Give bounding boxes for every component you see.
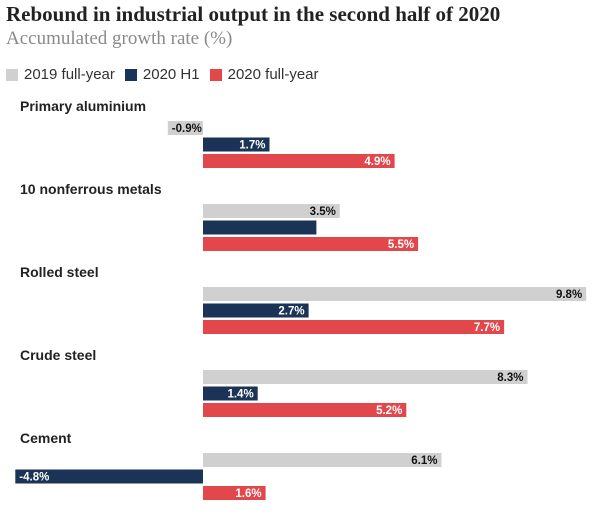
chart-title: Rebound in industrial output in the seco…	[6, 2, 501, 26]
bar-rolled-steel-2019-full-year	[203, 287, 587, 301]
category-label-cement: Cement	[20, 430, 72, 446]
data-label-crude-steel-2020-h1: 1.4%	[227, 388, 253, 400]
legend-item-2020-h1: 2020 H1	[124, 66, 200, 83]
legend-swatch-2020-full	[209, 68, 222, 81]
bar-cement-2020-full-year	[203, 486, 266, 500]
data-label-crude-steel-2019-full-year: 8.3%	[497, 372, 523, 384]
data-label-crude-steel-2020-full-year: 5.2%	[376, 405, 402, 417]
chart-subtitle: Accumulated growth rate (%)	[6, 28, 233, 49]
bar-cement-2020-h1	[15, 469, 203, 484]
category-label-crude-steel: Crude steel	[20, 347, 96, 363]
bar-crude-steel-2020-full-year	[203, 403, 407, 417]
data-label-cement-2019-full-year: 6.1%	[411, 455, 437, 467]
data-label-primary-aluminium-2019-full-year: -0.9%	[172, 123, 202, 135]
bar-primary-aluminium-2020-h1	[203, 137, 270, 152]
data-label-rolled-steel-2020-full-year: 7.7%	[474, 322, 500, 334]
legend-swatch-2019	[6, 68, 18, 81]
data-label-10-nonferrous-metals-2020-full-year: 5.5%	[388, 239, 414, 251]
bar-primary-aluminium-2019-full-year	[167, 121, 203, 135]
data-label-primary-aluminium-2020-full-year: 4.9%	[364, 156, 390, 168]
category-label-rolled-steel: Rolled steel	[20, 264, 99, 280]
legend-label-2020-full: 2020 full-year	[227, 66, 319, 83]
bar-crude-steel-2020-h1	[203, 386, 258, 401]
bar-crude-steel-2019-full-year	[203, 370, 528, 384]
category-label-primary-aluminium: Primary aluminium	[20, 98, 146, 114]
data-label-cement-2020-full-year: 1.6%	[235, 488, 261, 500]
data-label-rolled-steel-2020-h1: 2.7%	[278, 305, 304, 317]
bar-cement-2019-full-year	[203, 453, 442, 467]
bar-rolled-steel-2020-h1	[203, 303, 309, 318]
legend-swatch-2020-h1	[124, 68, 137, 81]
legend-item-2019-full-year: 2019 full-year	[6, 66, 115, 83]
data-label-10-nonferrous-metals-2019-full-year: 3.5%	[310, 206, 336, 218]
bar-10-nonferrous-metals-2019-full-year	[203, 204, 340, 218]
legend: 2019 full-year 2020 H1 2020 full-year	[6, 66, 329, 83]
data-label-cement-2020-h1: -4.8%	[19, 471, 49, 483]
legend-label-2019: 2019 full-year	[24, 66, 115, 83]
bar-10-nonferrous-metals-2020-h1	[203, 220, 317, 235]
legend-item-2020-full-year: 2020 full-year	[209, 66, 319, 83]
legend-label-2020-h1: 2020 H1	[142, 66, 200, 83]
category-label-10-nonferrous-metals: 10 nonferrous metals	[20, 181, 162, 197]
bar-10-nonferrous-metals-2020-full-year	[203, 237, 419, 251]
bar-primary-aluminium-2020-full-year	[203, 154, 395, 168]
bar-rolled-steel-2020-full-year	[203, 320, 505, 334]
data-label-rolled-steel-2019-full-year: 9.8%	[556, 289, 582, 301]
data-label-primary-aluminium-2020-h1: 1.7%	[239, 139, 265, 151]
